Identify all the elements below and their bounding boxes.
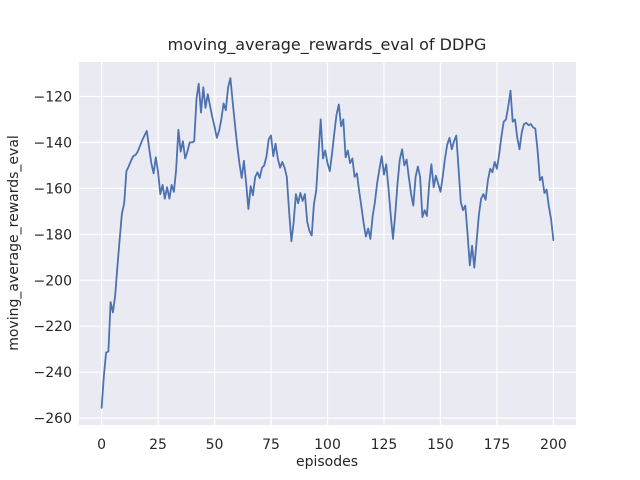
x-tick-label: 50 [206, 437, 224, 453]
y-tick-label: −140 [34, 135, 72, 151]
y-tick-label: −260 [34, 411, 72, 427]
x-tick-label: 200 [540, 437, 567, 453]
x-tick-label: 25 [149, 437, 167, 453]
x-tick-label: 75 [262, 437, 280, 453]
x-tick-label: 125 [371, 437, 398, 453]
y-tick-label: −180 [34, 227, 72, 243]
y-tick-label: −160 [34, 181, 72, 197]
grid-layer [79, 62, 576, 425]
y-tick-label: −120 [34, 89, 72, 105]
x-tick-label: 150 [427, 437, 454, 453]
x-tick-label: 175 [484, 437, 511, 453]
y-tick-label: −200 [34, 273, 72, 289]
reward-line-series [100, 77, 555, 409]
x-axis-label: episodes [296, 454, 358, 470]
y-tick-label: −220 [34, 319, 72, 335]
y-axis-label: moving_average_rewards_eval [6, 135, 22, 351]
x-tick-label: 0 [97, 437, 106, 453]
x-tick-label: 100 [314, 437, 341, 453]
tick-layer: 0 25 50 75 100 125 150 175 200 −120 −140 −160 −180 −2… [34, 89, 567, 453]
chart-title: moving_average_rewards_eval of DDPG [168, 35, 487, 55]
y-tick-label: −240 [34, 365, 72, 381]
